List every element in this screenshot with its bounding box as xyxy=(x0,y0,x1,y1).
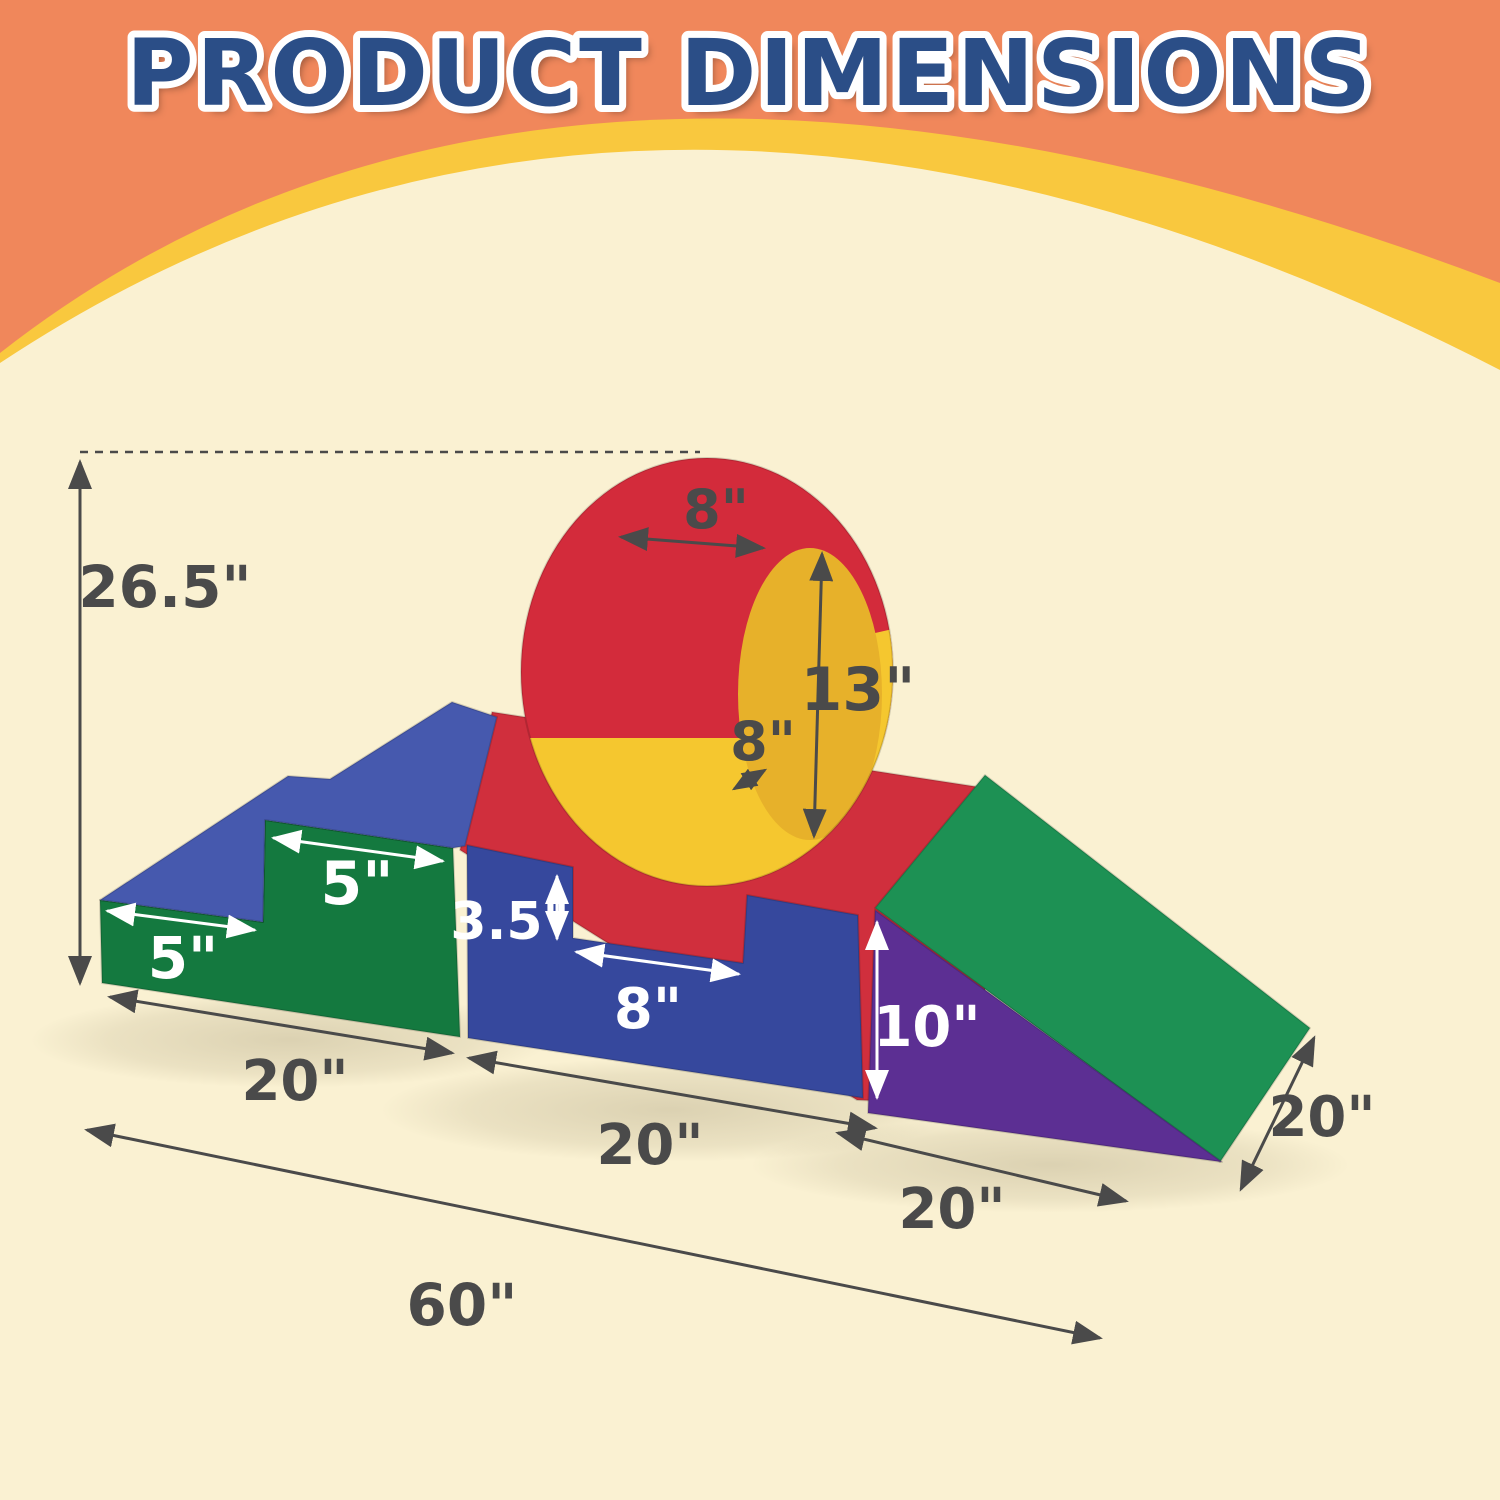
ring-depth-label: 8" xyxy=(730,710,796,773)
notch-height-label: 3.5" xyxy=(450,892,569,952)
dimension-lines-white xyxy=(105,829,889,1100)
step-upper-depth-label: 5" xyxy=(320,849,393,919)
ring-face-width-label: 8" xyxy=(683,478,749,541)
step-lower-depth-arrow xyxy=(105,902,257,939)
page-title: PRODUCT DIMENSIONS xyxy=(126,20,1374,127)
block-depth-arrow xyxy=(1239,1035,1316,1192)
dimension-lines-dark xyxy=(68,450,1316,1345)
step-block-length-label: 20" xyxy=(241,1049,348,1114)
center-block-length-label: 20" xyxy=(596,1113,703,1178)
step-block-length-arrow xyxy=(107,989,455,1061)
ring-inner-diameter-label: 13" xyxy=(801,655,916,725)
total-length-arrow xyxy=(84,1123,1103,1345)
slide-height-label: 10" xyxy=(873,995,980,1060)
ring-inner-diameter-arrow xyxy=(802,551,834,839)
total-length-label: 60" xyxy=(407,1271,518,1339)
page-title-shadow: PRODUCT DIMENSIONS xyxy=(133,27,1381,134)
step-upper-depth-arrow xyxy=(271,829,445,870)
notch-width-label: 8" xyxy=(614,977,682,1042)
ring-depth-arrow xyxy=(731,768,768,791)
ring-face-width-arrow xyxy=(618,527,766,558)
notch-width-arrow xyxy=(574,943,741,983)
overall-height-label: 26.5" xyxy=(78,553,251,621)
block-depth-label: 20" xyxy=(1268,1085,1375,1150)
step-block-blue-top xyxy=(99,701,498,923)
slide-block-length-label: 20" xyxy=(898,1177,1005,1242)
ring-outline xyxy=(520,457,894,887)
center-block-length-arrow xyxy=(466,1050,878,1136)
step-lower-depth-label: 5" xyxy=(148,924,219,992)
